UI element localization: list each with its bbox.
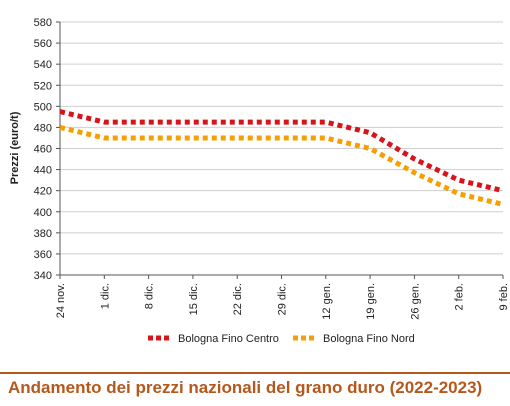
x-tick-label: 22 dic. xyxy=(232,283,244,315)
x-tick-labels: 24 nov. 1 dic. 8 dic. 15 dic. 22 dic. 29 dic.… xyxy=(55,283,510,320)
x-tick-label: 8 dic. xyxy=(144,283,156,309)
legend-label: Bologna Fino Nord xyxy=(323,333,415,345)
y-tick-label: 460 xyxy=(34,144,52,156)
line-chart: 340360380400420440460480500520540560580 … xyxy=(9,17,510,345)
y-tick-label: 360 xyxy=(34,249,52,261)
y-tick-label: 340 xyxy=(34,270,52,282)
series-lines xyxy=(59,109,504,207)
y-tick-label: 500 xyxy=(34,101,52,113)
x-tick-label: 2 feb. xyxy=(454,283,466,311)
y-axis-label: Prezzi (euro/t) xyxy=(9,111,21,184)
y-tick-label: 420 xyxy=(34,186,52,198)
y-tick-label: 380 xyxy=(34,228,52,240)
legend-label: Bologna Fino Centro xyxy=(178,333,279,345)
y-tick-label: 540 xyxy=(34,59,52,71)
x-tick-label: 24 nov. xyxy=(55,283,67,318)
series-line-2 xyxy=(59,124,504,207)
chart-title-bar: Andamento dei prezzi nazionali del grano… xyxy=(0,372,510,406)
y-tick-label: 400 xyxy=(34,207,52,219)
chart-title: Andamento dei prezzi nazionali del grano… xyxy=(8,378,483,397)
y-tick-labels: 340 360 380 400 420 440 460 480 500 520 540 560 580 xyxy=(34,17,52,282)
x-tick-label: 15 dic. xyxy=(188,283,200,315)
x-tick-label: 9 feb. xyxy=(498,283,510,311)
x-tick-label: 19 gen. xyxy=(365,283,377,320)
grid-lines xyxy=(60,21,503,276)
y-tick-label: 580 xyxy=(34,17,52,29)
y-tick-label: 560 xyxy=(34,38,52,50)
y-tick-label: 440 xyxy=(34,165,52,177)
legend: Bologna Fino Centro Bologna Fino Nord xyxy=(148,333,415,345)
series-line-1 xyxy=(59,109,504,194)
axes xyxy=(56,21,504,279)
x-tick-label: 29 dic. xyxy=(277,283,289,315)
x-tick-label: 1 dic. xyxy=(99,283,111,309)
x-tick-label: 12 gen. xyxy=(321,283,333,320)
y-tick-label: 520 xyxy=(34,80,52,92)
y-tick-label: 480 xyxy=(34,122,52,134)
x-tick-label: 26 gen. xyxy=(409,283,421,320)
